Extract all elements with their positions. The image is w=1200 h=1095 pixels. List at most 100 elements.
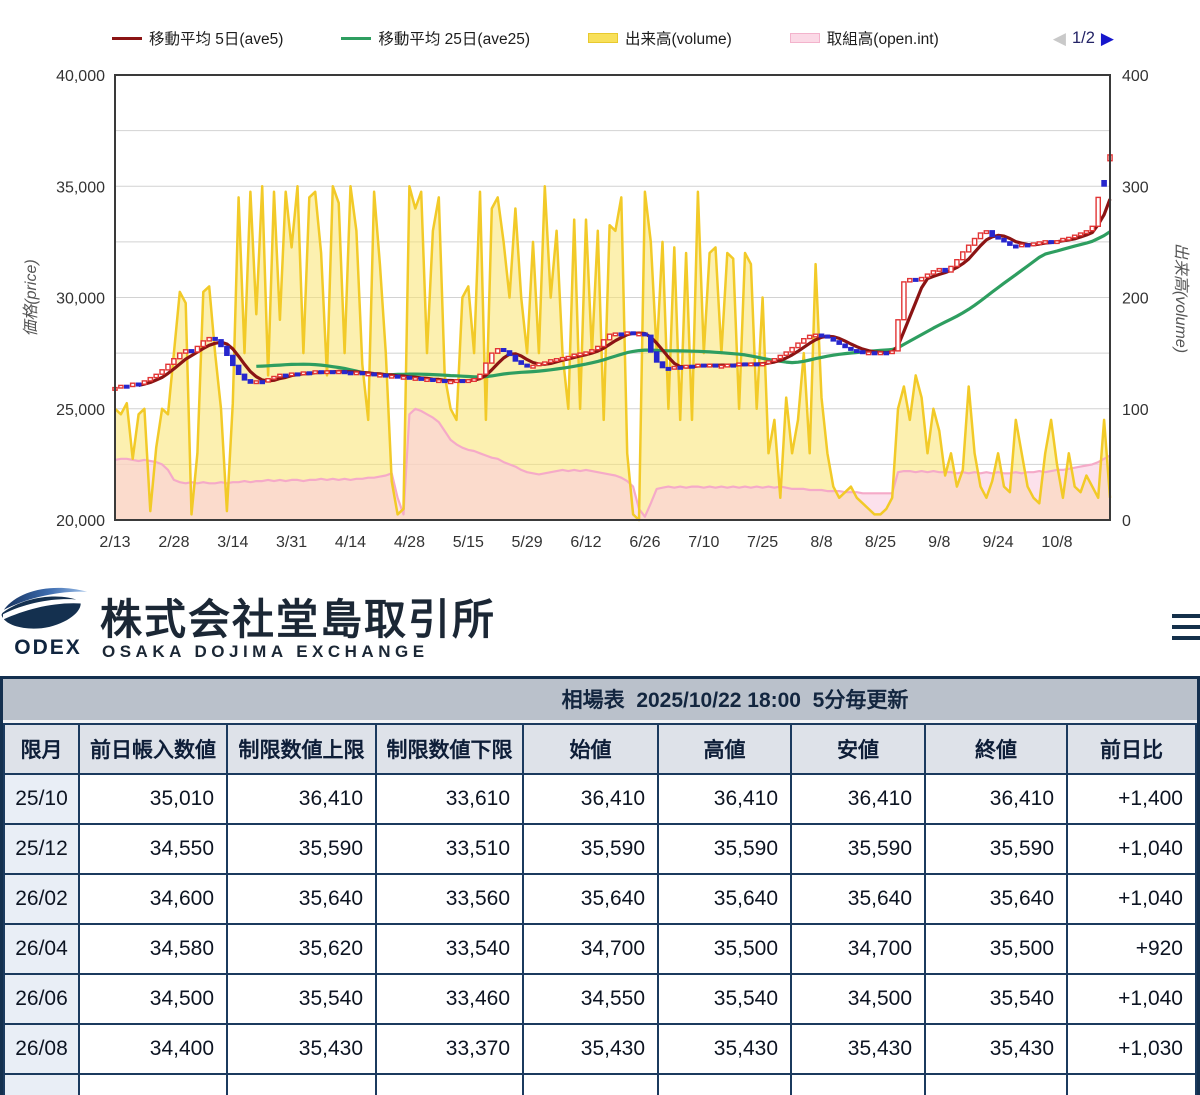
svg-text:3/14: 3/14 [217,534,248,551]
value-cell: 35,590 [790,823,926,875]
value-cell: 33,560 [375,873,524,925]
legend-label: 移動平均 5日(ave5) [149,31,284,48]
value-cell: 35,590 [924,823,1068,875]
value-cell: 35,540 [226,973,377,1025]
legend-label: 出来高(volume) [624,31,732,48]
svg-text:出来高(volume): 出来高(volume) [1172,243,1190,353]
svg-text:2/13: 2/13 [99,534,130,551]
value-cell: 34,700 [790,923,926,975]
company-name-ja: 株式会社堂島取引所 [100,596,497,643]
value-cell: 34,500 [790,973,926,1025]
table-header-row: 限月 前日帳入数値 制限数値上限 制限数値下限 始値 高値 安値 終値 前日比 [3,723,1197,775]
svg-text:2/28: 2/28 [158,534,189,551]
company-name-en: OSAKA DOJIMA EXCHANGE [102,642,429,661]
svg-text:9/24: 9/24 [983,534,1014,551]
column-header: 終値 [924,723,1068,775]
value-cell: 33,460 [375,973,524,1025]
value-cell: +920 [1066,923,1197,975]
table-row: 26/06 34,500 35,540 33,460 34,550 35,540 34,50… [3,973,1197,1025]
column-header: 制限数値上限 [226,723,377,775]
svg-text:30,000: 30,000 [56,291,105,308]
ave5-swatch-icon [112,36,142,40]
column-header: 制限数値下限 [375,723,524,775]
column-header: 安値 [790,723,926,775]
legend-item-ave25: 移動平均 25日(ave25) [341,27,530,49]
quote-table: 相場表 2025/10/22 18:00 5分毎更新 限月 前日帳入数値 制限数値上… [0,676,1200,1095]
svg-text:8/8: 8/8 [810,534,832,551]
value-cell: 35,640 [924,873,1068,925]
table-row: 26/08 34,400 35,430 33,370 35,430 35,430 35,43… [3,1023,1197,1075]
svg-text:4/14: 4/14 [335,534,366,551]
contract-month-cell: 25/12 [3,823,80,875]
value-cell: +1,400 [1066,773,1197,825]
svg-text:6/12: 6/12 [570,534,601,551]
svg-text:3/31: 3/31 [276,534,307,551]
svg-text:20,000: 20,000 [56,513,105,530]
value-cell: 34,600 [78,873,228,925]
svg-text:200: 200 [1122,291,1149,308]
svg-text:10/8: 10/8 [1041,534,1072,551]
svg-text:6/26: 6/26 [629,534,660,551]
legend-label: 取組高(open.int) [826,31,939,48]
value-cell: 34,700 [522,923,659,975]
legend-item-volume: 出来高(volume) [587,27,732,49]
value-cell: 35,500 [657,923,792,975]
value-cell: 34,580 [78,923,228,975]
value-cell: +1,040 [1066,873,1197,925]
column-header: 前日比 [1066,723,1197,775]
quote-table-section: 相場表 2025/10/22 18:00 5分毎更新 限月 前日帳入数値 制限数値上… [0,676,1200,1095]
chart-pager: ◀ 1/2 ▶ [1053,29,1114,48]
value-cell: +1,040 [1066,973,1197,1025]
value-cell: 35,640 [790,873,926,925]
svg-text:5/15: 5/15 [453,534,484,551]
value-cell: +1,030 [1066,1023,1197,1075]
value-cell: 33,510 [375,823,524,875]
value-cell: 35,640 [226,873,377,925]
svg-text:35,000: 35,000 [56,179,105,196]
legend-item-openint: 取組高(open.int) [789,27,939,49]
price-chart: 40,000 400 35,000 300 30,000 200 25,000 100 20,0… [22,68,1190,551]
value-cell: 36,410 [522,773,659,825]
svg-text:5/29: 5/29 [512,534,543,551]
svg-text:8/25: 8/25 [865,534,896,551]
value-cell: 34,550 [78,823,228,875]
brand-bar: ODEX 株式会社堂島取引所 OSAKA DOJIMA EXCHANGE [0,570,1200,676]
hamburger-menu-icon[interactable] [1172,614,1200,646]
table-body: 25/10 35,010 36,410 33,610 36,410 36,410 36,41… [3,773,1197,1095]
value-cell: 35,540 [924,973,1068,1025]
value-cell: 35,540 [657,973,792,1025]
openint-swatch-icon [789,33,820,43]
column-header: 限月 [3,723,80,775]
value-cell: 34,550 [522,973,659,1025]
value-cell: 35,590 [657,823,792,875]
svg-text:100: 100 [1122,402,1149,419]
value-cell: 35,640 [522,873,659,925]
svg-text:7/10: 7/10 [688,534,719,551]
odex-logo-text: ODEX [14,636,82,659]
value-cell: 35,590 [226,823,377,875]
pager-next-button[interactable]: ▶ [1100,28,1114,48]
value-cell: +1,040 [1066,823,1197,875]
contract-month-cell: 26/02 [3,873,80,925]
contract-month-cell: 26/06 [3,973,80,1025]
chart-legend: 移動平均 5日(ave5) 移動平均 25日(ave25) 出来高(volume) 取… [0,24,1200,52]
svg-text:300: 300 [1122,179,1149,196]
legend-item-ave5: 移動平均 5日(ave5) [112,27,283,49]
contract-month-cell: 26/04 [3,923,80,975]
value-cell: 35,500 [924,923,1068,975]
svg-text:価格(price): 価格(price) [22,259,40,336]
svg-text:9/8: 9/8 [928,534,950,551]
value-cell: 34,400 [78,1023,228,1075]
pager-prev-button[interactable]: ◀ [1052,28,1066,48]
value-cell: 35,430 [790,1023,926,1075]
contract-month-cell: 25/10 [3,773,80,825]
column-header: 始値 [522,723,659,775]
svg-text:4/28: 4/28 [394,534,425,551]
value-cell: 35,430 [522,1023,659,1075]
odex-logo-icon [1,587,88,629]
value-cell: 36,410 [657,773,792,825]
svg-text:25,000: 25,000 [56,402,105,419]
svg-text:40,000: 40,000 [56,68,105,85]
value-cell: 34,500 [78,973,228,1025]
